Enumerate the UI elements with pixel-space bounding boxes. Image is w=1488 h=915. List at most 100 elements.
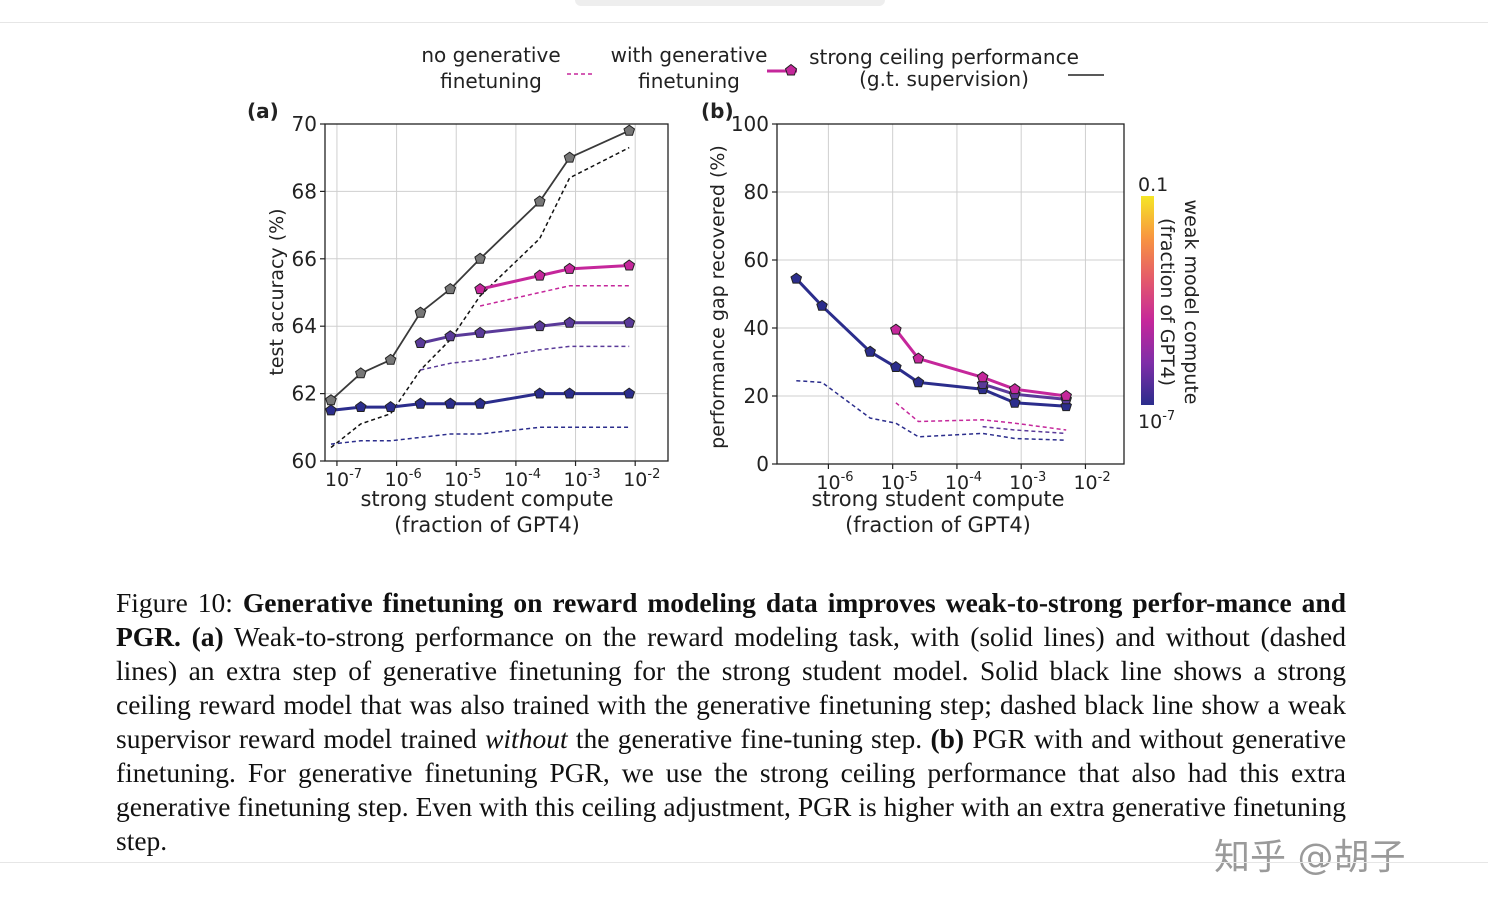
x-tick-base: 10 [1009,472,1033,494]
x-tick-base: 10 [385,469,409,491]
data-point-marker [384,400,397,412]
data-point-marker [444,282,457,295]
panel-a-grid [325,123,668,462]
panel-a-series [325,124,636,449]
colorbar-bottom-exp: -7 [1162,409,1175,424]
data-point-marker [890,360,902,372]
data-point-marker [384,353,397,365]
panel-a-ylabel: test accuracy (%) [266,208,288,375]
data-point-marker [1008,396,1021,408]
legend-marker-icon [784,63,798,76]
legend-with-gen-line2: finetuning [638,69,740,93]
data-point-marker [474,282,486,295]
x-tick-exp: -2 [647,467,660,482]
x-tick-exp: -7 [349,467,362,482]
panel-b-xticks: 10-6 10-5 10-4 10-3 10-2 [816,464,1111,494]
figure-10: no generative finetuning with generative… [247,43,1202,537]
caption-b-text: PGR with and without generative finetuni… [116,723,1347,856]
data-point-marker [623,387,636,399]
data-point-marker [474,326,486,338]
legend-no-gen-line2: finetuning [440,69,542,93]
data-point-marker [864,345,876,357]
x-tick-base: 10 [623,469,647,491]
panel-b-xlabel-line2: (fraction of GPT4) [845,513,1031,537]
data-point-marker [355,367,367,379]
y-tick-label: 64 [292,314,317,338]
data-point-marker [623,316,636,328]
data-point-marker [816,299,828,311]
data-point-marker [414,336,427,348]
y-tick-label: 68 [292,179,317,203]
panel-b-series [790,272,1072,441]
x-tick-label: 10-4 [504,467,541,491]
x-tick-label: 10-2 [623,467,660,491]
y-tick-label: 60 [292,449,317,473]
data-point-marker [1008,383,1021,395]
x-tick-base: 10 [564,469,588,491]
y-tick-label: 62 [292,382,317,406]
data-point-marker [890,323,902,335]
watermark: 知乎 @胡子 [1214,837,1406,878]
panel-a-xticks: 10-7 10-6 10-5 10-4 10-3 10-2 [325,461,660,491]
y-tick-label: 70 [292,112,317,136]
x-tick-base: 10 [945,472,969,494]
data-point-marker [912,352,925,364]
data-point-marker [325,404,337,416]
x-tick-base: 10 [504,469,528,491]
legend-ceiling-line1: strong ceiling performance [809,45,1079,69]
x-tick-base: 10 [816,472,840,494]
y-tick-label: 100 [731,112,769,136]
data-point-marker [563,151,576,163]
panel-b-grid [777,123,1124,465]
caption-a-text2: the generative fine-tuning step. [575,723,923,754]
x-tick-exp: -6 [409,467,422,482]
colorbar-gradient [1141,196,1154,405]
caption-b-label: (b) [930,723,965,754]
panel-b-frame [776,123,1125,465]
panel-b-xlabel-line1: strong student compute [811,487,1064,511]
x-tick-exp: -4 [528,467,541,482]
caption-fig-label: Figure 10: [116,587,233,618]
data-point-marker [533,195,546,207]
solid-series-line [795,277,1067,408]
solid-series-line [330,129,630,401]
bottom-divider [0,862,1488,863]
colorbar-bottom-base: 10 [1138,411,1162,433]
data-point-marker [414,306,427,318]
panel-a-yticks: 60 62 64 66 68 70 [292,112,325,473]
x-tick-exp: -5 [905,470,918,485]
data-point-marker [1060,389,1072,401]
caption-a-label: (a) [191,621,224,652]
data-point-marker [563,387,576,399]
y-tick-label: 66 [292,247,317,271]
data-point-marker [623,259,636,271]
legend-no-gen-line1: no generative [421,43,560,67]
x-tick-label: 10-6 [385,467,422,491]
x-tick-label: 10-5 [881,470,918,494]
colorbar-bottom-label: 10-7 [1138,409,1175,433]
x-tick-label: 10-3 [564,467,601,491]
x-tick-base: 10 [1073,472,1097,494]
data-point-marker [533,320,546,332]
data-point-marker [563,262,576,274]
data-point-marker [563,316,576,328]
x-tick-exp: -3 [1033,470,1046,485]
colorbar-label-line1: weak model compute [1180,200,1202,405]
x-tick-label: 10-7 [325,467,362,491]
colorbar-label-line2: (fraction of GPT4) [1156,218,1178,386]
solid-series-line [479,264,630,291]
dashed-series-line [330,146,630,449]
y-tick-label: 40 [744,316,769,340]
data-point-marker [444,330,457,342]
data-point-marker [533,387,546,399]
caption-bold-title: Generative finetuning on reward modeling… [116,587,1347,652]
caption-a-italic: without [485,723,568,754]
y-tick-label: 0 [756,452,769,476]
data-point-marker [533,269,546,281]
panel-b-ylabel: performance gap recovered (%) [707,145,729,449]
colorbar-top-label: 0.1 [1138,174,1168,196]
top-divider [0,22,1488,23]
panel-b-label: (b) [701,99,734,123]
x-tick-exp: -2 [1098,470,1111,485]
